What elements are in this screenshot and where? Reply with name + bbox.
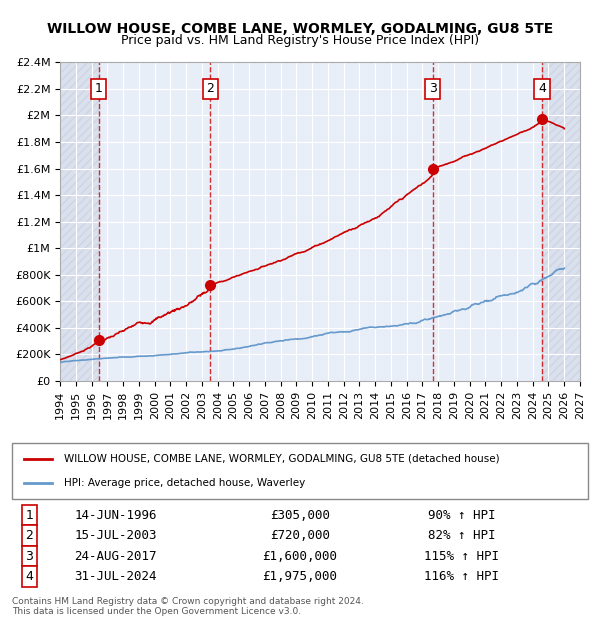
Bar xyxy=(542,63,580,381)
Text: 2: 2 xyxy=(25,529,33,542)
Text: 116% ↑ HPI: 116% ↑ HPI xyxy=(424,570,499,583)
Bar xyxy=(542,63,580,381)
Text: 2: 2 xyxy=(206,82,214,95)
Text: 3: 3 xyxy=(429,82,437,95)
Text: 14-JUN-1996: 14-JUN-1996 xyxy=(74,509,157,521)
Text: £1,600,000: £1,600,000 xyxy=(263,550,337,562)
Text: 90% ↑ HPI: 90% ↑ HPI xyxy=(428,509,495,521)
Text: Price paid vs. HM Land Registry's House Price Index (HPI): Price paid vs. HM Land Registry's House … xyxy=(121,34,479,47)
Bar xyxy=(60,63,99,381)
Text: 4: 4 xyxy=(25,570,33,583)
Text: £1,975,000: £1,975,000 xyxy=(263,570,337,583)
Text: 3: 3 xyxy=(25,550,33,562)
Text: Contains HM Land Registry data © Crown copyright and database right 2024.: Contains HM Land Registry data © Crown c… xyxy=(12,598,364,606)
Text: 82% ↑ HPI: 82% ↑ HPI xyxy=(428,529,495,542)
Text: 1: 1 xyxy=(25,509,33,521)
Text: 115% ↑ HPI: 115% ↑ HPI xyxy=(424,550,499,562)
Text: 24-AUG-2017: 24-AUG-2017 xyxy=(74,550,157,562)
Text: £305,000: £305,000 xyxy=(270,509,330,521)
FancyBboxPatch shape xyxy=(12,443,588,499)
Text: £720,000: £720,000 xyxy=(270,529,330,542)
Text: 31-JUL-2024: 31-JUL-2024 xyxy=(74,570,157,583)
Text: 15-JUL-2003: 15-JUL-2003 xyxy=(74,529,157,542)
Text: WILLOW HOUSE, COMBE LANE, WORMLEY, GODALMING, GU8 5TE (detached house): WILLOW HOUSE, COMBE LANE, WORMLEY, GODAL… xyxy=(64,454,499,464)
Text: 4: 4 xyxy=(538,82,546,95)
Text: WILLOW HOUSE, COMBE LANE, WORMLEY, GODALMING, GU8 5TE: WILLOW HOUSE, COMBE LANE, WORMLEY, GODAL… xyxy=(47,22,553,36)
Text: HPI: Average price, detached house, Waverley: HPI: Average price, detached house, Wave… xyxy=(64,479,305,489)
Bar xyxy=(60,63,99,381)
Text: This data is licensed under the Open Government Licence v3.0.: This data is licensed under the Open Gov… xyxy=(12,607,301,616)
Text: 1: 1 xyxy=(95,82,103,95)
